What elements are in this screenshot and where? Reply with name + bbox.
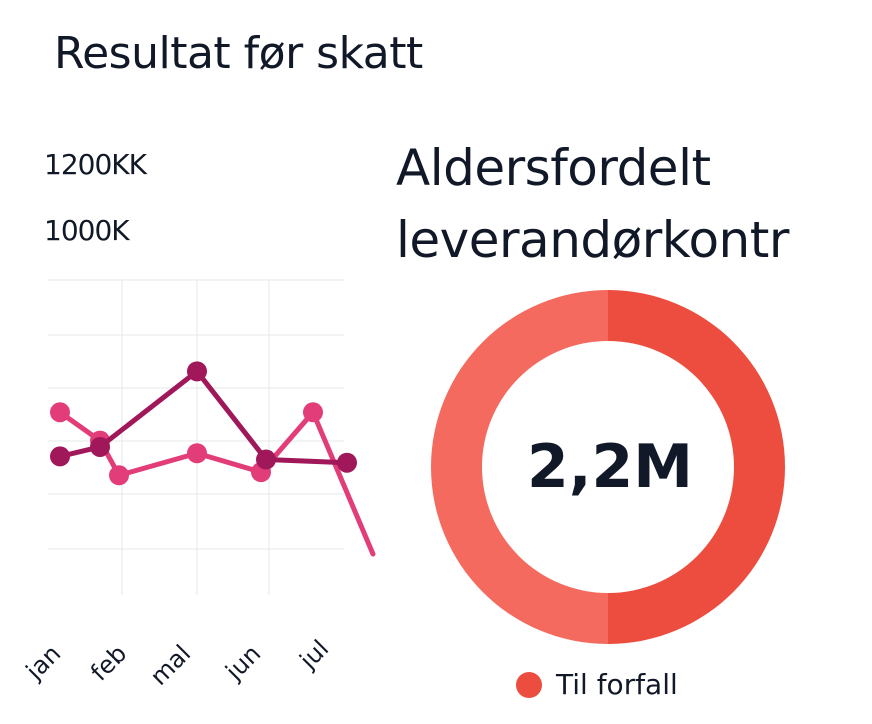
data-point xyxy=(50,446,70,467)
donut-slice-0 xyxy=(608,290,785,644)
chart-title-right: Aldersfordelt leverandørkontr xyxy=(396,132,789,276)
y-tick-label: 1200KK xyxy=(44,148,147,181)
x-tick-label: jul xyxy=(294,634,335,675)
legend-swatch xyxy=(516,671,542,698)
x-tick-label: mal xyxy=(145,639,196,690)
data-point xyxy=(90,436,110,457)
data-point xyxy=(109,465,129,486)
donut-center-value: 2,2M xyxy=(527,432,693,502)
legend-label: Til forfall xyxy=(556,668,678,701)
title-line-1: Aldersfordelt xyxy=(396,139,711,197)
x-tick-label: jun xyxy=(220,639,267,686)
x-tick-label: feb xyxy=(85,639,132,686)
data-point xyxy=(50,402,70,423)
line-chart: jan feb mal jun jul xyxy=(20,279,376,691)
donut-slice-1 xyxy=(431,290,608,644)
data-point xyxy=(256,449,276,470)
title-line-2: leverandørkontr xyxy=(396,211,789,269)
data-point xyxy=(337,452,357,473)
donut-slices xyxy=(431,290,785,644)
series-layer xyxy=(50,361,376,557)
legend: Til forfall xyxy=(516,668,678,701)
x-axis-labels: jan feb mal jun jul xyxy=(20,634,334,690)
data-point xyxy=(303,402,323,423)
donut-chart xyxy=(431,290,785,644)
data-point xyxy=(187,443,207,464)
chart-title-left: Resultat før skatt xyxy=(54,28,423,79)
x-tick-label: jan xyxy=(20,639,66,685)
y-tick-label: 1000K xyxy=(44,214,130,247)
data-point xyxy=(187,361,207,382)
